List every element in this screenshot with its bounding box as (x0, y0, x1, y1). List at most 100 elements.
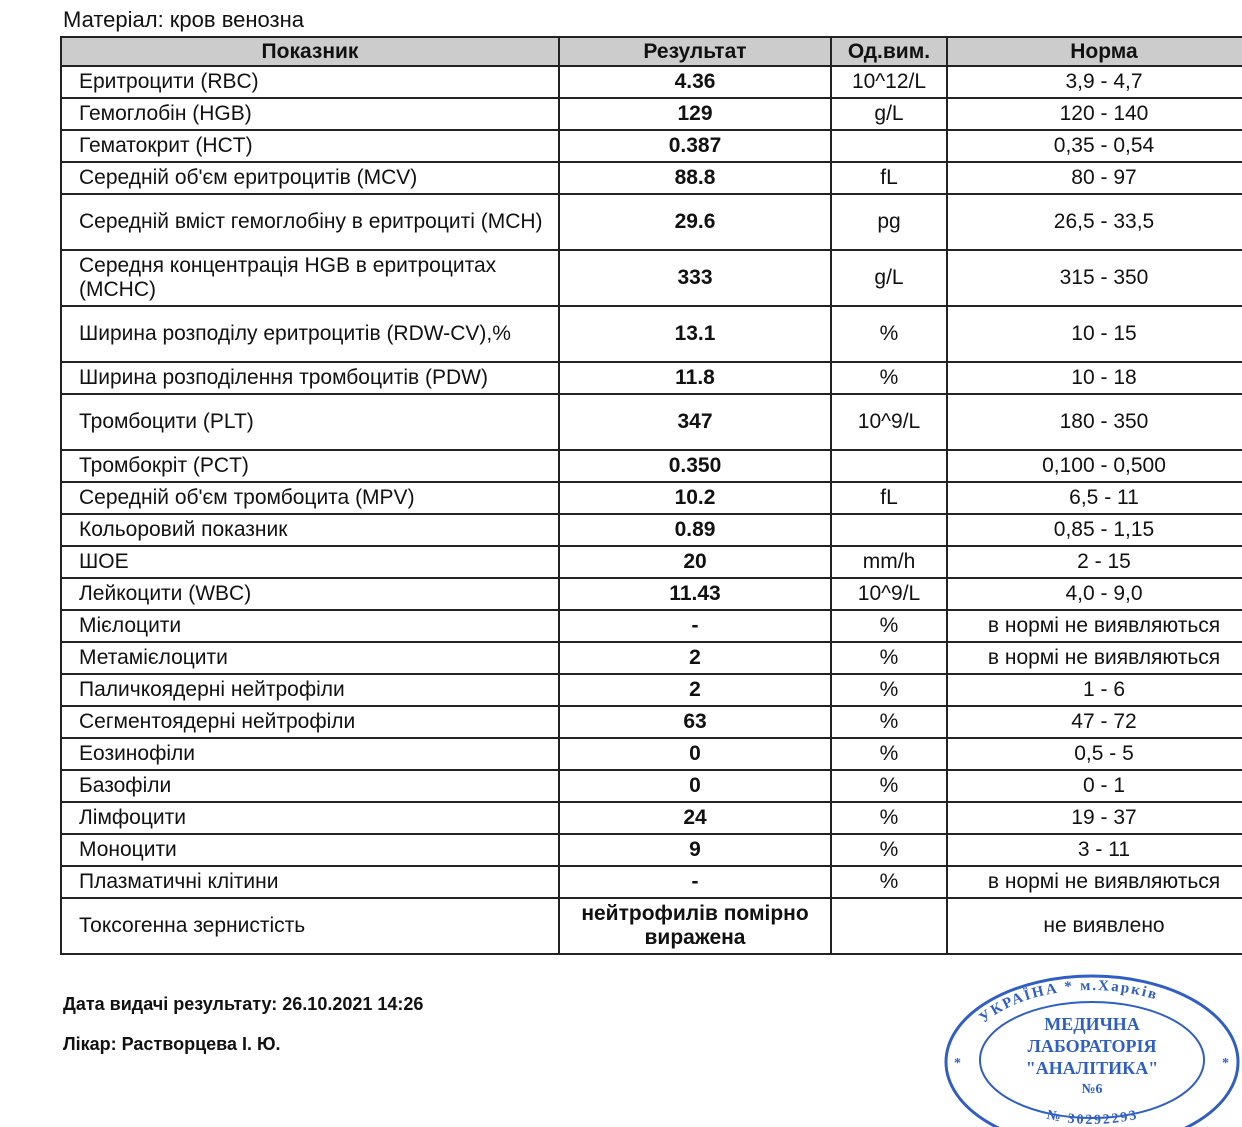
cell-result: 20 (558, 545, 832, 579)
table-row: Гематокрит (HCT) 0.387 0,35 - 0,54 (60, 129, 1242, 163)
cell-norm: 315 - 350 (946, 249, 1242, 307)
cell-unit (830, 513, 948, 547)
cell-norm: 80 - 97 (946, 161, 1242, 195)
cell-unit: g/L (830, 249, 948, 307)
table-row: Сегментоядерні нейтрофіли 63% 47 - 72 (60, 705, 1242, 739)
stamp-star-right: * (1222, 1056, 1229, 1071)
cell-name: Паличкоядерні нейтрофіли (60, 673, 560, 707)
cell-norm: 0,5 - 5 (946, 737, 1242, 771)
cell-unit: % (830, 801, 948, 835)
cell-norm: 19 - 37 (946, 801, 1242, 835)
cell-name: Середня концентрація HGB в еритроцитах (… (60, 249, 560, 307)
cell-norm: 3,9 - 4,7 (946, 65, 1242, 99)
cell-result: 333 (558, 249, 832, 307)
cell-name: Середній об'єм тромбоцита (MPV) (60, 481, 560, 515)
cell-norm: 0 - 1 (946, 769, 1242, 803)
cell-name: Кольоровий показник (60, 513, 560, 547)
cell-name: Ширина розподілення тромбоцитів (PDW) (60, 361, 560, 395)
table-row: Лейкоцити (WBC) 11.43 10^9/L 4,0 - 9,0 (60, 577, 1242, 611)
cell-result: 88.8 (558, 161, 832, 195)
cell-name: Базофіли (60, 769, 560, 803)
cell-norm: 47 - 72 (946, 705, 1242, 739)
table-row: Еозинофіли 0% 0,5 - 5 (60, 737, 1242, 771)
cell-unit: % (830, 305, 948, 363)
table-row: Гемоглобін (HGB) 129 g/L 120 - 140 (60, 97, 1242, 131)
cell-name: Лімфоцити (60, 801, 560, 835)
table-row: Кольоровий показник 0.89 0,85 - 1,15 (60, 513, 1242, 547)
cell-name: Плазматичні клітини (60, 865, 560, 899)
table-row: Плазматичні клітини -% в нормі не виявляют… (60, 865, 1242, 899)
cell-unit: 10^9/L (830, 393, 948, 451)
cell-unit: mm/h (830, 545, 948, 579)
cell-result: 347 (558, 393, 832, 451)
cell-norm: 0,85 - 1,15 (946, 513, 1242, 547)
cell-name: Моноцити (60, 833, 560, 867)
cell-name: Гематокрит (HCT) (60, 129, 560, 163)
cell-result: - (558, 865, 832, 899)
cell-norm: 2 - 15 (946, 545, 1242, 579)
cell-name: Метамієлоцити (60, 641, 560, 675)
cell-name: Лейкоцити (WBC) (60, 577, 560, 611)
table-row: Середній об'єм еритроцитів (MCV) 88.8 fL 80… (60, 161, 1242, 195)
cell-norm: 3 - 11 (946, 833, 1242, 867)
stamp-line4: №6 (1081, 1082, 1102, 1097)
table-row: Токсогенна зернистість нейтрофилів помірн… (60, 897, 1242, 955)
table-row: Метамієлоцити 2% в нормі не виявляються (60, 641, 1242, 675)
cell-result: 24 (558, 801, 832, 835)
cell-result: 0.89 (558, 513, 832, 547)
cell-unit: fL (830, 161, 948, 195)
cell-result: 63 (558, 705, 832, 739)
header-result: Результат (558, 36, 832, 67)
cell-norm: 0,35 - 0,54 (946, 129, 1242, 163)
cell-result: 29.6 (558, 193, 832, 251)
cell-norm: 10 - 15 (946, 305, 1242, 363)
cell-norm: не виявлено (946, 897, 1242, 955)
stamp-star-left: * (954, 1056, 961, 1071)
table-row: Паличкоядерні нейтрофіли 2% 1 - 6 (60, 673, 1242, 707)
cell-name: ШОЕ (60, 545, 560, 579)
cell-name: Гемоглобін (HGB) (60, 97, 560, 131)
table-row: Середня концентрація HGB в еритроцитах (… (60, 249, 1242, 307)
cell-unit: % (830, 737, 948, 771)
table-row: Еритроцити (RBC) 4.36 10^12/L 3,9 - 4,7 (60, 65, 1242, 99)
cell-unit: 10^12/L (830, 65, 948, 99)
cell-result: 11.8 (558, 361, 832, 395)
cell-result: 2 (558, 641, 832, 675)
cell-result: - (558, 609, 832, 643)
cell-norm: 4,0 - 9,0 (946, 577, 1242, 611)
svg-text:№ 30292293: № 30292293 (1045, 1108, 1139, 1127)
cell-unit: % (830, 673, 948, 707)
results-table: Показник Результат Од.вим. Норма Еритроц… (60, 36, 1242, 955)
table-row: Середній вміст гемоглобіну в еритроциті … (60, 193, 1242, 251)
header-indicator: Показник (60, 36, 560, 67)
cell-result: 11.43 (558, 577, 832, 611)
cell-name: Сегментоядерні нейтрофіли (60, 705, 560, 739)
cell-norm: в нормі не виявляються (946, 641, 1242, 675)
header-unit: Од.вим. (830, 36, 948, 67)
cell-result: 0 (558, 737, 832, 771)
cell-result: 9 (558, 833, 832, 867)
cell-unit: % (830, 865, 948, 899)
stamp-line1: МЕДИЧНА (1044, 1014, 1140, 1034)
cell-norm: 10 - 18 (946, 361, 1242, 395)
cell-norm: 180 - 350 (946, 393, 1242, 451)
cell-result: 129 (558, 97, 832, 131)
cell-unit (830, 897, 948, 955)
cell-name: Еритроцити (RBC) (60, 65, 560, 99)
lab-stamp: УКРАЇНА * м.Харків № 30292293 МЕДИЧНА ЛА… (944, 974, 1240, 1127)
table-header-row: Показник Результат Од.вим. Норма (60, 36, 1242, 67)
table-row: Лімфоцити 24% 19 - 37 (60, 801, 1242, 835)
cell-norm: в нормі не виявляються (946, 865, 1242, 899)
material-label: Матеріал: кров венозна (63, 7, 304, 32)
cell-result: 4.36 (558, 65, 832, 99)
cell-name: Еозинофіли (60, 737, 560, 771)
cell-result: нейтрофилів помірно виражена (558, 897, 832, 955)
table-row: Базофіли 0% 0 - 1 (60, 769, 1242, 803)
cell-unit (830, 129, 948, 163)
stamp-line3: "АНАЛІТИКА" (1026, 1058, 1158, 1078)
cell-result: 0.387 (558, 129, 832, 163)
table-row: Тромбоцити (PLT) 347 10^9/L 180 - 350 (60, 393, 1242, 451)
cell-name: Ширина розподілу еритроцитів (RDW-CV),% (60, 305, 560, 363)
cell-unit: % (830, 641, 948, 675)
cell-norm: 6,5 - 11 (946, 481, 1242, 515)
